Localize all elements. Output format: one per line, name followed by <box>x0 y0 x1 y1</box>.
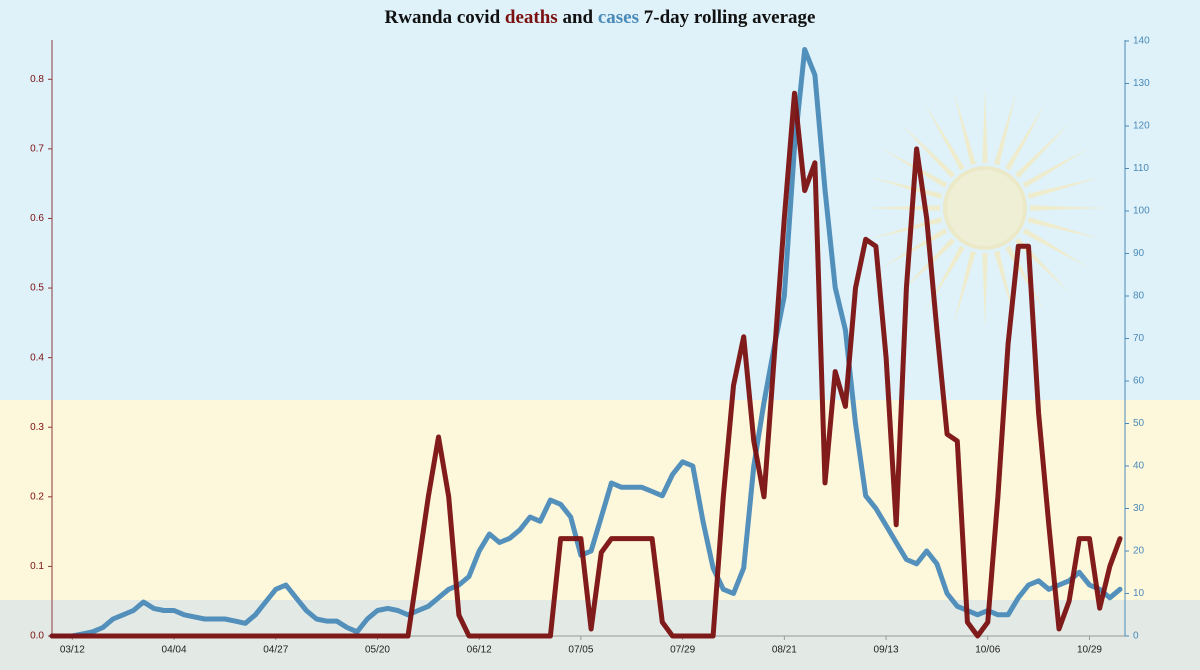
title-part: Rwanda covid <box>384 7 501 28</box>
x-tick-label: 03/12 <box>60 645 85 656</box>
y-tick-label: 0.6 <box>30 213 44 224</box>
y2-tick-label: 140 <box>1133 36 1150 47</box>
title-cases: cases <box>597 7 639 28</box>
y2-tick-label: 60 <box>1133 376 1145 387</box>
y2-tick-label: 130 <box>1133 78 1150 89</box>
x-tick-label: 10/06 <box>975 645 1000 656</box>
y2-tick-label: 0 <box>1133 631 1139 642</box>
y2-tick-label: 90 <box>1133 248 1145 259</box>
y2-tick-label: 100 <box>1133 206 1150 217</box>
x-tick-label: 06/12 <box>467 645 492 656</box>
sun-ray <box>982 88 988 164</box>
x-tick-label: 09/13 <box>874 645 899 656</box>
y-tick-label: 0.8 <box>30 74 44 85</box>
y-tick-label: 0.7 <box>30 144 44 155</box>
sun-ray <box>1005 104 1045 171</box>
sun-ray <box>994 92 1017 166</box>
y-tick-label: 0.1 <box>30 561 44 572</box>
sun-ray <box>869 217 943 240</box>
x-tick-label: 04/27 <box>263 645 288 656</box>
sun-ray <box>900 123 956 179</box>
y2-tick-label: 30 <box>1133 503 1145 514</box>
sun-ray <box>1027 176 1101 199</box>
y2-tick-label: 40 <box>1133 461 1145 472</box>
sun-ray <box>925 104 965 171</box>
sun-ray <box>865 205 941 211</box>
y-tick-label: 0.4 <box>30 352 44 363</box>
y-tick-label: 0.0 <box>30 631 44 642</box>
title-part: 7-day rolling average <box>643 7 816 28</box>
title-deaths: deaths <box>504 7 558 28</box>
sun-disc <box>943 166 1027 250</box>
x-tick-label: 08/21 <box>772 645 797 656</box>
chart-title: Rwanda covid deaths and cases 7-day roll… <box>0 7 1200 29</box>
sun-ray <box>900 237 956 293</box>
x-tick-label: 10/29 <box>1077 645 1102 656</box>
sun-ray <box>953 92 976 166</box>
sun-ray <box>1029 205 1105 211</box>
y2-tick-label: 10 <box>1133 588 1145 599</box>
y-tick-label: 0.5 <box>30 283 44 294</box>
sun-ray <box>1027 217 1101 240</box>
x-tick-label: 07/05 <box>568 645 593 656</box>
y2-tick-label: 80 <box>1133 291 1145 302</box>
sun <box>865 88 1105 328</box>
y2-tick-label: 20 <box>1133 546 1145 557</box>
x-tick-label: 05/20 <box>365 645 390 656</box>
sun-ray <box>1014 123 1070 179</box>
sun-ray <box>1022 228 1089 268</box>
x-tick-label: 04/04 <box>162 645 187 656</box>
y2-tick-label: 50 <box>1133 418 1145 429</box>
title-part: and <box>562 7 594 28</box>
y2-tick-label: 110 <box>1133 163 1149 174</box>
y2-tick-label: 70 <box>1133 333 1145 344</box>
sun-ray <box>1022 148 1089 188</box>
y-tick-label: 0.3 <box>30 422 44 433</box>
y2-tick-label: 120 <box>1133 121 1150 132</box>
sun-ray <box>982 252 988 328</box>
series-line <box>49 47 1123 639</box>
sun-ray <box>953 250 976 324</box>
y-tick-label: 0.2 <box>30 491 44 502</box>
series-line <box>49 90 1123 639</box>
x-tick-label: 07/29 <box>670 645 695 656</box>
